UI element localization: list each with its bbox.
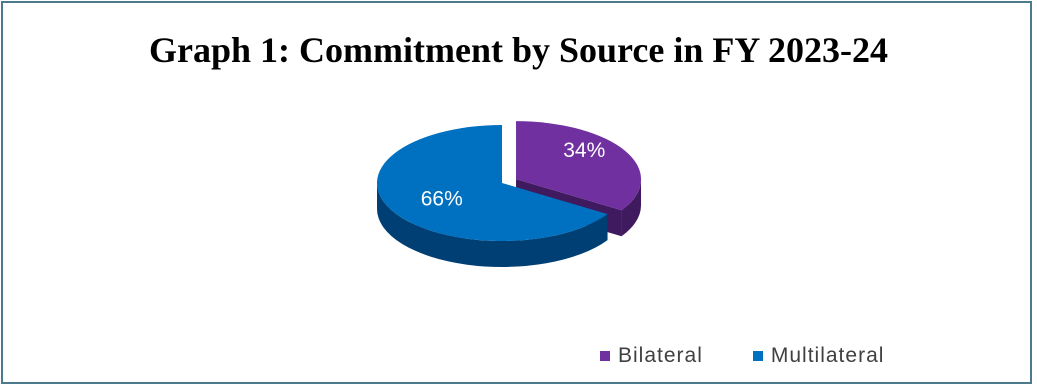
legend: Bilateral Multilateral	[600, 344, 884, 368]
legend-label-bilateral: Bilateral	[618, 344, 703, 367]
data-label-bilateral: 34%	[563, 139, 605, 162]
pie-side-multilateral	[377, 183, 608, 268]
legend-swatch-multilateral	[752, 351, 763, 361]
legend-swatch-bilateral	[600, 351, 610, 361]
chart-title: Graph 1: Commitment by Source in FY 2023…	[149, 30, 888, 70]
pie-top-bilateral	[516, 121, 642, 211]
legend-item-bilateral: Bilateral	[600, 344, 703, 368]
pie-side-bilateral	[621, 179, 642, 237]
pie-top-multilateral	[377, 125, 608, 242]
pie-slice-multilateral	[377, 125, 608, 268]
data-label-multilateral: 66%	[421, 187, 463, 210]
chart-frame: Graph 1: Commitment by Source in FY 2023…	[1, 1, 1032, 384]
legend-item-multilateral: Multilateral	[752, 344, 885, 368]
legend-label-multilateral: Multilateral	[770, 344, 885, 367]
